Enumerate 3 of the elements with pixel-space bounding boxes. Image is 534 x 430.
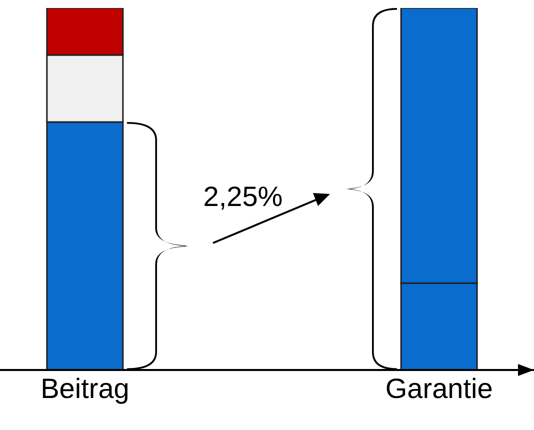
x-tick-label: Garantie xyxy=(385,372,493,404)
annotation: 2,25% xyxy=(203,181,283,212)
x-tick-label: Beitrag xyxy=(40,372,130,404)
